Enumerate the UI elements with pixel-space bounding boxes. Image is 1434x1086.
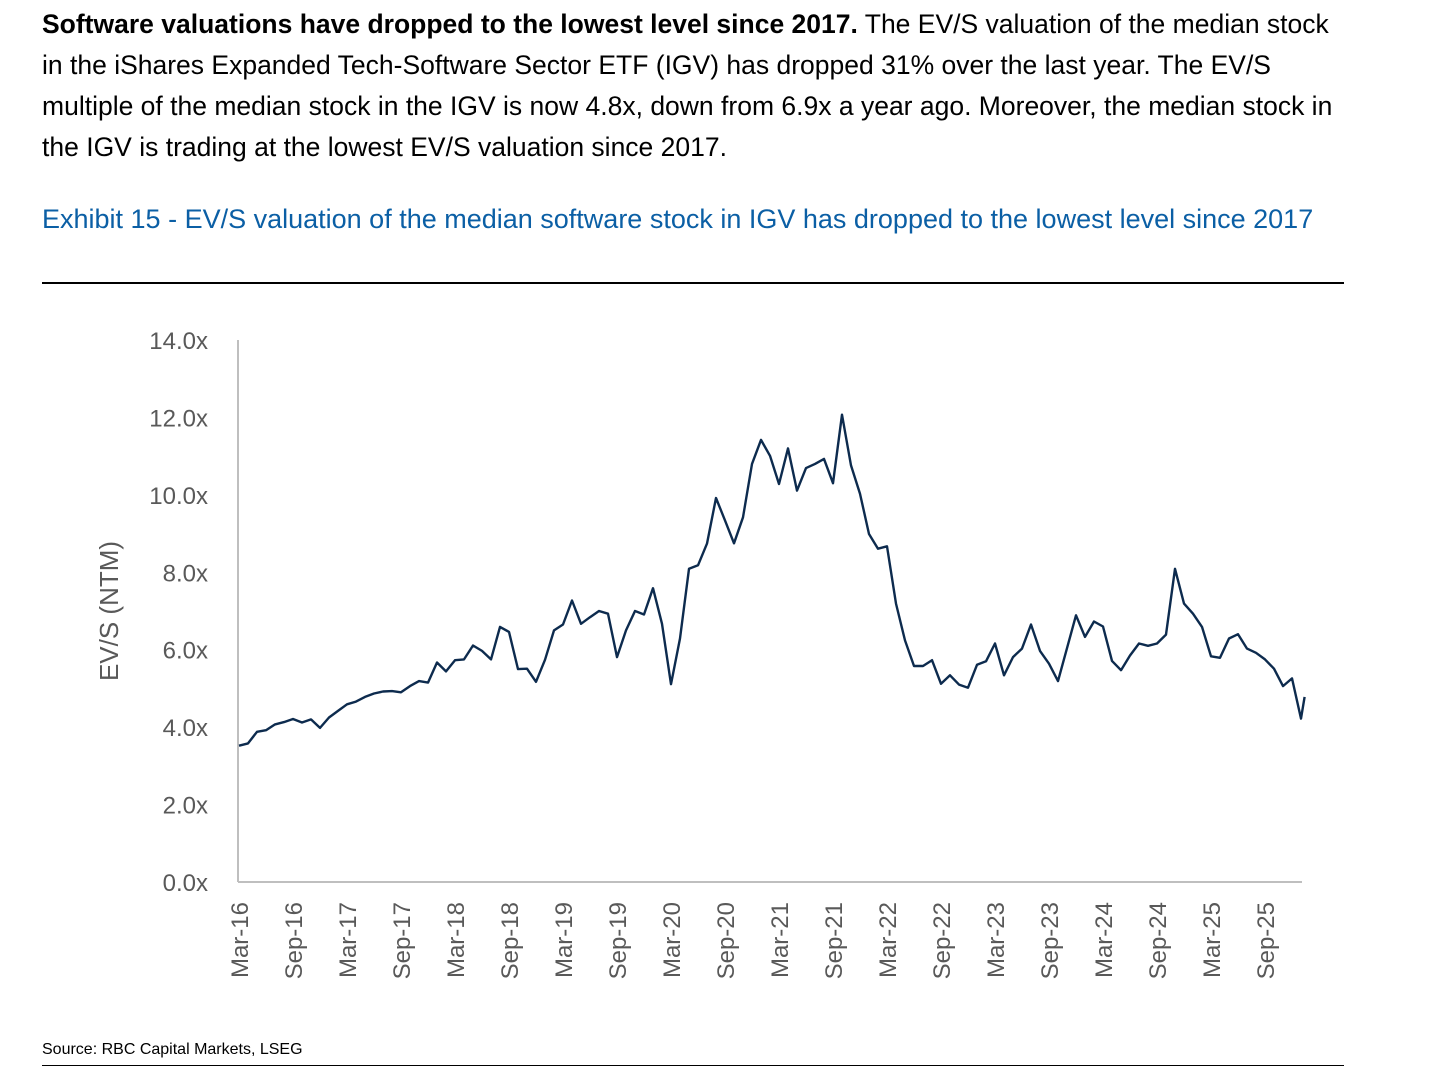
y-tick-label: 0.0x [163,870,208,897]
x-tick-label: Sep-20 [713,902,740,979]
intro-paragraph: Software valuations have dropped to the … [42,4,1347,168]
intro-lead: Software valuations have dropped to the … [42,9,858,39]
x-tick-label: Sep-19 [605,902,632,979]
series-line [238,413,1306,747]
x-tick-label: Sep-17 [389,902,416,979]
x-tick-label: Mar-16 [227,902,254,978]
x-tick-label: Sep-18 [497,902,524,979]
x-tick-label: Mar-21 [767,902,794,978]
x-tick-label: Mar-20 [659,902,686,978]
exhibit-title: Exhibit 15 - EV/S valuation of the media… [42,204,1314,234]
x-tick-label: Mar-24 [1091,902,1118,978]
y-tick-label: 8.0x [163,560,208,587]
x-tick-label: Sep-25 [1253,902,1280,979]
x-tick-label: Sep-21 [821,902,848,979]
y-axis-title: EV/S (NTM) [94,541,124,681]
x-tick-label: Sep-24 [1145,902,1172,979]
source-note: Source: RBC Capital Markets, LSEG [42,1041,303,1058]
y-tick-label: 12.0x [149,405,208,432]
x-tick-label: Mar-22 [875,902,902,978]
y-tick-label: 6.0x [163,638,208,665]
x-tick-label: Sep-22 [929,902,956,979]
x-tick-label: Mar-18 [443,902,470,978]
intro-body: The EV/S valuation of the median stock i… [42,9,1333,162]
y-tick-label: 14.0x [149,328,208,355]
title-divider [42,282,1344,284]
x-tick-label: Sep-23 [1037,902,1064,979]
x-tick-label: Mar-25 [1199,902,1226,978]
x-tick-label: Mar-19 [551,902,578,978]
y-tick-label: 2.0x [163,793,208,820]
x-tick-label: Mar-23 [983,902,1010,978]
y-tick-label: 10.0x [149,483,208,510]
x-tick-label: Sep-16 [281,902,308,979]
x-tick-label: Mar-17 [335,902,362,978]
y-tick-label: 4.0x [163,715,208,742]
bottom-divider [42,1065,1344,1066]
